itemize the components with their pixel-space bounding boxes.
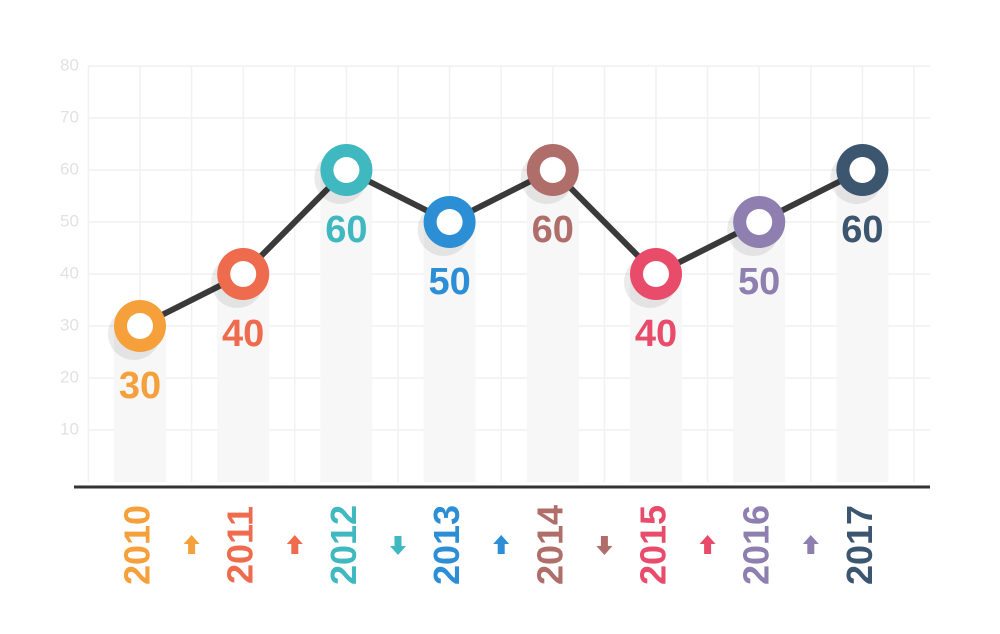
x-tick-label: 2016	[736, 505, 777, 585]
value-label: 60	[325, 209, 367, 251]
column-shade	[217, 274, 270, 482]
point-hole	[333, 157, 360, 183]
point-hole	[539, 157, 566, 183]
point-hole	[127, 313, 153, 339]
y-tick-label: 60	[60, 159, 79, 178]
trend-arrow	[699, 535, 716, 554]
column-shade	[630, 274, 682, 482]
point-hole	[230, 261, 257, 287]
trend-arrow	[286, 535, 303, 554]
value-label: 40	[635, 313, 677, 355]
x-tick-label: 2013	[426, 505, 467, 585]
x-tick-label: 2010	[117, 505, 158, 585]
value-label: 50	[428, 261, 470, 303]
trend-arrow	[390, 536, 406, 555]
value-label: 60	[841, 209, 883, 251]
x-tick-label: 2014	[529, 505, 570, 585]
x-tick-label: 2017	[839, 505, 880, 585]
point-hole	[849, 157, 876, 183]
x-tick-label: 2012	[323, 505, 364, 585]
point-hole	[746, 209, 773, 235]
x-tick-label: 2011	[220, 506, 261, 584]
value-label: 60	[532, 209, 574, 251]
point-hole	[643, 261, 669, 287]
y-tick-label: 70	[60, 107, 79, 126]
y-tick-label: 20	[60, 367, 79, 386]
point-hole	[436, 209, 463, 235]
column-shade	[836, 170, 889, 482]
y-tick-label: 50	[60, 211, 79, 230]
y-tick-label: 40	[60, 263, 79, 282]
column-shade	[526, 170, 579, 482]
column-shade	[733, 222, 786, 482]
value-label: 40	[222, 313, 264, 355]
trend-arrow	[802, 535, 819, 554]
trend-arrow	[493, 535, 510, 554]
y-tick-label: 80	[60, 55, 79, 74]
value-label: 50	[738, 261, 780, 303]
x-tick-label: 2015	[633, 505, 674, 585]
y-tick-label: 30	[60, 315, 79, 334]
trend-arrow	[183, 535, 200, 554]
column-shade	[423, 222, 476, 482]
column-shade	[320, 170, 373, 482]
trend-arrow	[596, 536, 613, 555]
y-tick-label: 10	[60, 419, 79, 438]
value-label: 30	[119, 365, 161, 407]
